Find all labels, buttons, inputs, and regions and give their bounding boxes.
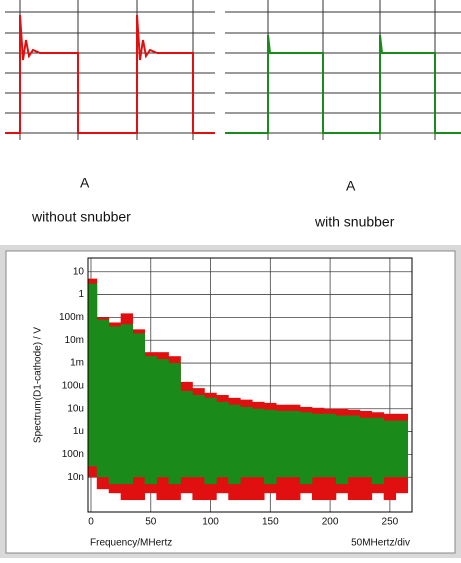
marker-label: A: [80, 175, 90, 191]
spectrum-band: [120, 324, 134, 485]
spectrum-band: [359, 417, 373, 478]
spectrum-band: [300, 412, 313, 485]
y-tick-label: 100u: [62, 381, 84, 392]
spectrum-band: [88, 283, 98, 467]
spectrum-band: [264, 409, 277, 485]
x-tick-label: 0: [88, 517, 94, 528]
spectrum-band: [180, 390, 193, 478]
spectrum-band: [347, 415, 361, 478]
spectrum: [88, 278, 409, 501]
caption: without snubber: [31, 209, 131, 225]
x-axis-label: Frequency/MHertz: [90, 538, 172, 549]
spectrum-band: [108, 326, 122, 485]
x-tick-label: 200: [322, 517, 339, 528]
spectrum-band: [288, 410, 301, 478]
spectrum-band: [168, 363, 181, 485]
spectrum-band: [192, 394, 205, 478]
spectrum-band: [395, 420, 409, 478]
spectrum-band: [96, 319, 110, 478]
spectrum-band: [311, 413, 325, 478]
spectrum-band: [383, 420, 397, 478]
spectrum-band: [216, 401, 229, 478]
spectrum-band: [371, 417, 385, 485]
y-tick-label: 1: [78, 289, 84, 300]
spectrum-band: [252, 408, 265, 478]
spectrum-band: [132, 333, 145, 478]
waveform: [225, 34, 461, 134]
y-tick-label: 10m: [65, 335, 84, 346]
caption: with snubber: [314, 214, 395, 230]
y-tick-label: 10u: [67, 403, 84, 414]
x-tick-label: 50: [145, 517, 157, 528]
spectrum-band: [240, 406, 253, 478]
scale-note: 50MHertz/div: [351, 538, 410, 549]
spectrum-band: [204, 397, 217, 485]
y-tick-label: 1m: [70, 358, 84, 369]
spectrum-band: [156, 359, 169, 478]
waveform: [5, 14, 215, 134]
y-tick-label: 100m: [59, 312, 84, 323]
spectrum-band: [276, 410, 289, 478]
spectrum-band: [323, 413, 337, 478]
y-tick-label: 1u: [73, 426, 84, 437]
top-panel: [0, 0, 461, 245]
spectrum-band: [228, 404, 241, 485]
plot-frame: [87, 257, 413, 513]
x-tick-label: 150: [262, 517, 279, 528]
y-tick-label: 100n: [62, 449, 84, 460]
x-tick-label: 250: [382, 517, 399, 528]
spectrum-band: [335, 415, 349, 485]
y-axis-label: Spectrum(D1-cathode) / V: [33, 327, 44, 443]
spectrum-band: [144, 356, 157, 485]
marker-label: A: [346, 178, 356, 194]
x-tick-label: 100: [202, 517, 219, 528]
y-tick-label: 10: [73, 266, 85, 277]
y-tick-label: 10n: [67, 472, 84, 483]
